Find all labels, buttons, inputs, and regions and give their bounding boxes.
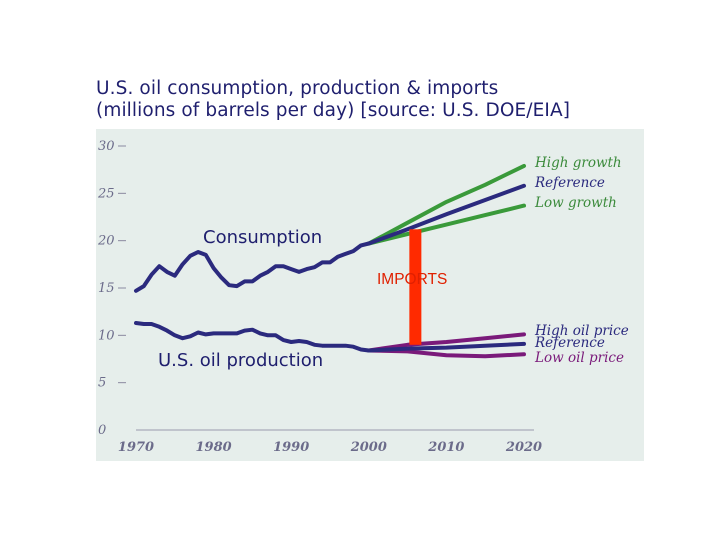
x-tick-label: 2010 — [427, 440, 464, 455]
imports-annotation: IMPORTS — [377, 271, 447, 288]
y-tick-label: 10 — [98, 328, 115, 343]
legend-lower-item: Low oil price — [534, 350, 624, 366]
y-tick-label: 15 — [98, 281, 115, 296]
x-tick-label: 1980 — [196, 440, 232, 455]
legend-lower-item: Reference — [534, 335, 605, 351]
production-annotation: U.S. oil production — [158, 350, 323, 371]
plot-background — [96, 129, 644, 461]
series-line-consumption-reference — [366, 183, 526, 246]
legend-lower-item: High oil price — [534, 323, 629, 339]
x-tick-label: 2000 — [350, 440, 387, 455]
series-line-consumption-historical — [134, 241, 371, 293]
x-tick-label: 2020 — [505, 440, 542, 455]
series-line-production-reference — [366, 341, 526, 353]
series-line-consumption-low-growth — [366, 203, 526, 246]
legend-upper-item: Reference — [534, 175, 605, 191]
chart-area: 0 5 10 15 20 25 30 1970 1980 1990 2000 2010 2020 Con… — [96, 129, 644, 461]
imports-bar — [409, 229, 422, 345]
series-line-consumption-high-growth — [366, 163, 526, 246]
x-tick-label: 1990 — [273, 440, 309, 455]
chart-title-block: U.S. oil consumption, production & impor… — [96, 78, 570, 122]
y-tick-label: 5 — [98, 376, 106, 391]
legend-upper-item: High growth — [534, 155, 622, 171]
consumption-annotation: Consumption — [203, 227, 322, 248]
y-tick-label: 25 — [97, 186, 115, 201]
y-tick-label: 30 — [98, 139, 115, 154]
legend-upper-item: Low growth — [534, 195, 617, 211]
series-line-production-historical — [134, 321, 371, 353]
y-tick-label: 0 — [98, 423, 106, 438]
chart-subtitle: (millions of barrels per day) [source: U… — [96, 100, 571, 121]
chart-title: U.S. oil consumption, production & impor… — [96, 78, 499, 99]
y-tick-label: 20 — [97, 234, 115, 249]
x-tick-label: 1970 — [118, 440, 154, 455]
series-line-production-high-oil-price — [366, 332, 526, 353]
